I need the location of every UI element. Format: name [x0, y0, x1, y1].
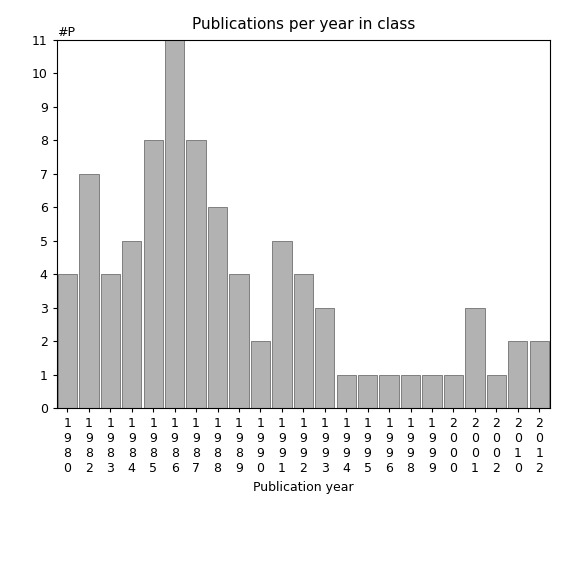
Bar	[229, 274, 249, 408]
Bar	[530, 341, 549, 408]
Bar	[466, 308, 485, 408]
Title: Publications per year in class: Publications per year in class	[192, 16, 415, 32]
Bar	[251, 341, 270, 408]
Bar	[379, 375, 399, 408]
Bar	[508, 341, 527, 408]
Bar	[422, 375, 442, 408]
Bar	[187, 140, 206, 408]
Bar	[143, 140, 163, 408]
Bar	[58, 274, 77, 408]
Bar	[165, 40, 184, 408]
Bar	[444, 375, 463, 408]
X-axis label: Publication year: Publication year	[253, 481, 354, 494]
Text: #P: #P	[57, 26, 75, 39]
Bar	[486, 375, 506, 408]
Bar	[294, 274, 313, 408]
Bar	[337, 375, 356, 408]
Bar	[101, 274, 120, 408]
Bar	[358, 375, 378, 408]
Bar	[79, 174, 99, 408]
Bar	[208, 207, 227, 408]
Bar	[122, 241, 141, 408]
Bar	[401, 375, 420, 408]
Bar	[315, 308, 335, 408]
Bar	[272, 241, 291, 408]
